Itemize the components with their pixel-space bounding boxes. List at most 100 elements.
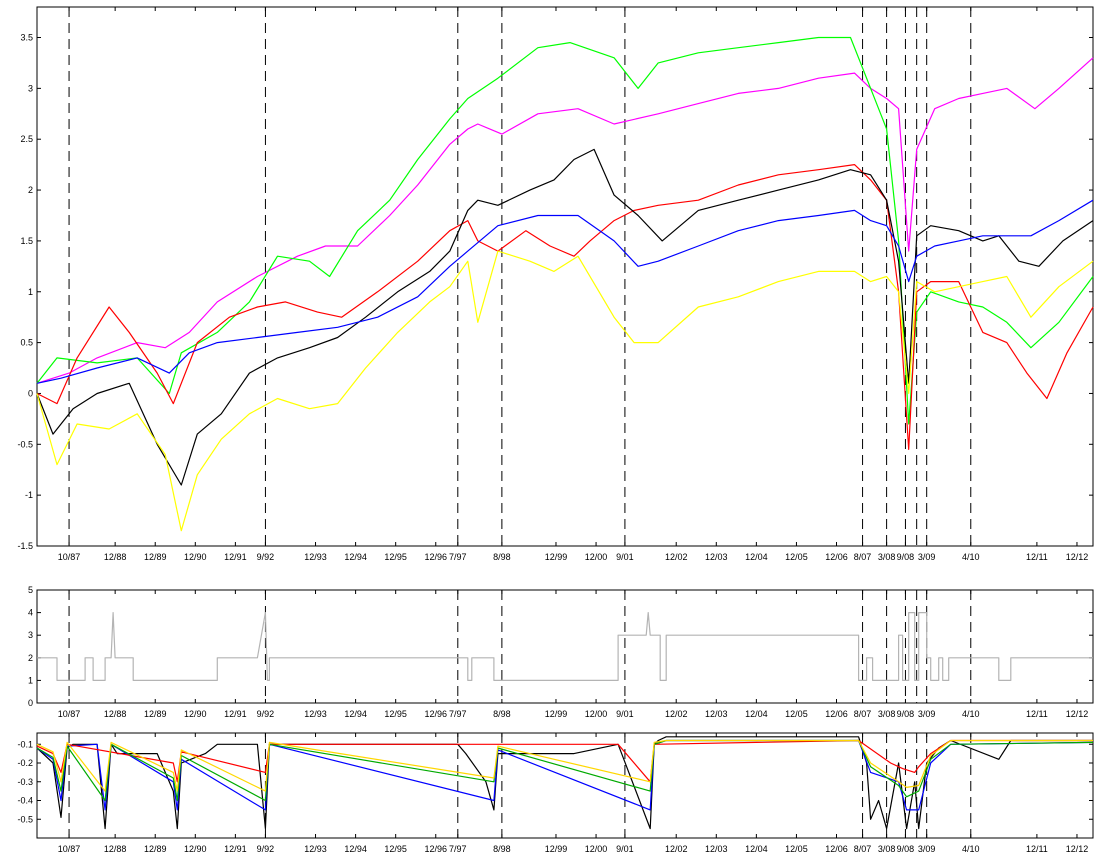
- x-tick-label: 12/02: [665, 844, 688, 854]
- y-tick-label: -1.5: [17, 541, 33, 551]
- x-tick-label: 12/96: [424, 709, 447, 719]
- series-line-5: [36, 739, 1093, 792]
- series-line-2: [36, 739, 1094, 811]
- y-tick-label: 5: [28, 585, 33, 595]
- x-tick-label: 12/94: [344, 844, 367, 854]
- y-tick-label: 1: [28, 287, 33, 297]
- x-tick-label: 3/09: [918, 844, 936, 854]
- x-tick-label: 12/95: [384, 709, 407, 719]
- x-tick-label: 12/88: [104, 709, 127, 719]
- x-tick-label: 12/89: [144, 709, 167, 719]
- x-tick-label: 10/87: [58, 709, 81, 719]
- x-tick-label: 10/87: [58, 552, 81, 562]
- x-tick-label: 12/00: [585, 709, 608, 719]
- x-tick-label: 12/06: [825, 844, 848, 854]
- x-tick-label: 7/97: [449, 844, 467, 854]
- y-tick-label: 0: [28, 388, 33, 398]
- x-tick-label: 4/10: [962, 844, 980, 854]
- series-line-1: [37, 611, 1093, 682]
- x-tick-label: 12/91: [224, 709, 247, 719]
- x-tick-label: 12/94: [344, 709, 367, 719]
- series-line-4: [36, 739, 1094, 802]
- x-tick-label: 9/92: [257, 844, 275, 854]
- x-tick-label: 12/99: [545, 709, 568, 719]
- x-tick-label: 3/09: [918, 552, 936, 562]
- y-tick-label: 2: [28, 653, 33, 663]
- x-tick-label: 9/08: [897, 552, 915, 562]
- x-tick-label: 9/08: [897, 844, 915, 854]
- x-tick-label: 12/11: [1026, 552, 1048, 562]
- x-tick-label: 12/95: [384, 844, 407, 854]
- x-tick-label: 10/87: [58, 844, 81, 854]
- y-tick-label: -0.5: [17, 814, 33, 824]
- x-tick-label: 8/07: [854, 844, 872, 854]
- x-tick-label: 12/93: [304, 709, 327, 719]
- x-tick-label: 12/00: [585, 552, 608, 562]
- x-tick-label: 12/89: [144, 552, 167, 562]
- x-tick-label: 12/05: [785, 844, 808, 854]
- x-tick-label: 12/12: [1066, 552, 1089, 562]
- y-tick-label: -0.5: [17, 439, 33, 449]
- x-tick-label: 12/96: [424, 552, 447, 562]
- x-tick-label: 7/97: [449, 552, 467, 562]
- x-tick-label: 8/07: [854, 709, 872, 719]
- plot-frame: [36, 589, 1094, 704]
- y-tick-label: 2.5: [20, 134, 33, 144]
- x-tick-label: 12/03: [705, 709, 728, 719]
- series-line-3: [36, 164, 1094, 450]
- x-tick-label: 12/91: [224, 844, 247, 854]
- x-tick-label: 9/92: [257, 709, 275, 719]
- x-tick-label: 8/98: [493, 552, 511, 562]
- x-tick-label: 9/01: [616, 709, 634, 719]
- series-line-3: [36, 739, 1093, 783]
- y-tick-label: -0.1: [17, 739, 33, 749]
- x-tick-label: 12/04: [745, 709, 768, 719]
- x-tick-label: 9/01: [616, 552, 634, 562]
- x-tick-label: 12/93: [304, 844, 327, 854]
- x-tick-label: 8/07: [854, 552, 872, 562]
- series-line-5: [36, 199, 1094, 384]
- x-tick-label: 12/12: [1066, 844, 1089, 854]
- x-tick-label: 12/88: [104, 552, 127, 562]
- x-tick-label: 12/99: [545, 552, 568, 562]
- series-line-1: [36, 57, 1094, 384]
- y-tick-label: 0: [28, 698, 33, 708]
- y-tick-label: 4: [28, 608, 33, 618]
- x-tick-label: 12/95: [384, 552, 407, 562]
- x-tick-label: 12/03: [705, 552, 728, 562]
- panel-3: -0.5 -0.4 -0.3 -0.2 -0.1 10/87 12/88 12/89 12/90…: [17, 732, 1094, 854]
- x-tick-label: 3/09: [918, 709, 936, 719]
- plot-frame: [36, 732, 1094, 839]
- plot-frame: [36, 6, 1094, 547]
- x-tick-label: 12/04: [745, 552, 768, 562]
- y-tick-label: 1: [28, 675, 33, 685]
- x-tick-label: 9/01: [616, 844, 634, 854]
- series-line-6: [36, 250, 1094, 532]
- x-tick-label: 12/04: [745, 844, 768, 854]
- x-tick-label: 12/03: [705, 844, 728, 854]
- panel-2: 0 1 2 3 4 5 10/87 12/88 12/89 12/90 12/91 9/92 12/93…: [28, 585, 1094, 719]
- x-tick-label: 12/88: [104, 844, 127, 854]
- y-tick-label: 3: [28, 630, 33, 640]
- x-tick-label: 12/02: [665, 709, 688, 719]
- x-tick-label: 12/06: [825, 552, 848, 562]
- x-tick-label: 12/00: [585, 844, 608, 854]
- x-tick-label: 8/98: [493, 709, 511, 719]
- x-tick-label: 4/10: [962, 709, 980, 719]
- x-tick-label: 12/94: [344, 552, 367, 562]
- series-line-4: [36, 148, 1094, 486]
- x-tick-label: 3/08: [878, 844, 896, 854]
- x-tick-label: 7/97: [449, 709, 467, 719]
- panel-1: -1.5 -1 -0.5 0 0.5 1 1.5 2 2.5 3 3.5 10/87 12/88 12/8…: [17, 6, 1094, 562]
- y-tick-label: 0.5: [20, 338, 33, 348]
- x-tick-label: 12/96: [424, 844, 447, 854]
- series-line-1: [36, 736, 1093, 830]
- x-tick-label: 12/12: [1066, 709, 1089, 719]
- y-tick-label: -1: [25, 490, 33, 500]
- x-tick-label: 12/90: [184, 844, 207, 854]
- x-tick-label: 12/90: [184, 552, 207, 562]
- y-tick-label: -0.2: [17, 758, 33, 768]
- y-tick-label: -0.3: [17, 777, 33, 787]
- y-tick-label: 1.5: [20, 236, 33, 246]
